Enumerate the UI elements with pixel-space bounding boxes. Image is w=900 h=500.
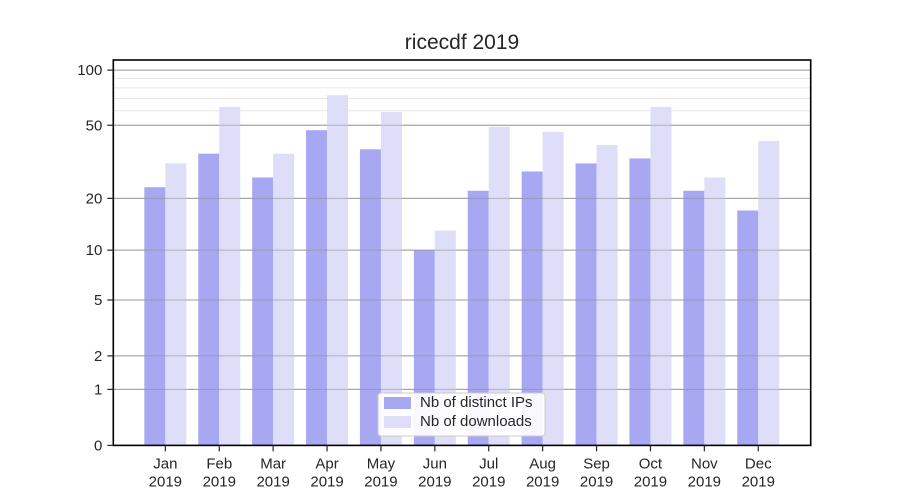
svg-text:2019: 2019 (149, 473, 182, 490)
svg-text:2019: 2019 (580, 473, 613, 490)
svg-text:Jun: Jun (423, 455, 447, 472)
svg-text:Nb of downloads: Nb of downloads (420, 413, 532, 430)
svg-text:1: 1 (94, 381, 102, 398)
svg-text:100: 100 (77, 62, 102, 79)
svg-text:2019: 2019 (364, 473, 397, 490)
svg-text:50: 50 (86, 117, 103, 134)
svg-text:20: 20 (86, 190, 103, 207)
svg-text:Nov: Nov (691, 455, 718, 472)
svg-text:Sep: Sep (583, 455, 610, 472)
svg-text:2019: 2019 (742, 473, 775, 490)
svg-text:Oct: Oct (639, 455, 663, 472)
svg-text:ricecdf 2019: ricecdf 2019 (405, 31, 519, 54)
svg-text:2019: 2019 (310, 473, 343, 490)
svg-text:Nb of distinct IPs: Nb of distinct IPs (420, 394, 533, 411)
svg-text:Feb: Feb (206, 455, 232, 472)
svg-text:2019: 2019 (634, 473, 667, 490)
svg-text:0: 0 (94, 437, 102, 454)
svg-text:Mar: Mar (260, 455, 286, 472)
svg-text:May: May (367, 455, 396, 472)
svg-text:5: 5 (94, 292, 102, 309)
svg-text:2019: 2019 (418, 473, 451, 490)
svg-text:Apr: Apr (315, 455, 338, 472)
svg-text:Jan: Jan (153, 455, 177, 472)
svg-text:10: 10 (86, 242, 103, 259)
svg-text:2019: 2019 (526, 473, 559, 490)
svg-text:2019: 2019 (256, 473, 289, 490)
svg-text:Jul: Jul (479, 455, 498, 472)
svg-text:2019: 2019 (688, 473, 721, 490)
svg-text:Dec: Dec (745, 455, 772, 472)
svg-text:2019: 2019 (472, 473, 505, 490)
svg-text:2019: 2019 (203, 473, 236, 490)
svg-text:Aug: Aug (529, 455, 556, 472)
svg-text:2: 2 (94, 348, 102, 365)
